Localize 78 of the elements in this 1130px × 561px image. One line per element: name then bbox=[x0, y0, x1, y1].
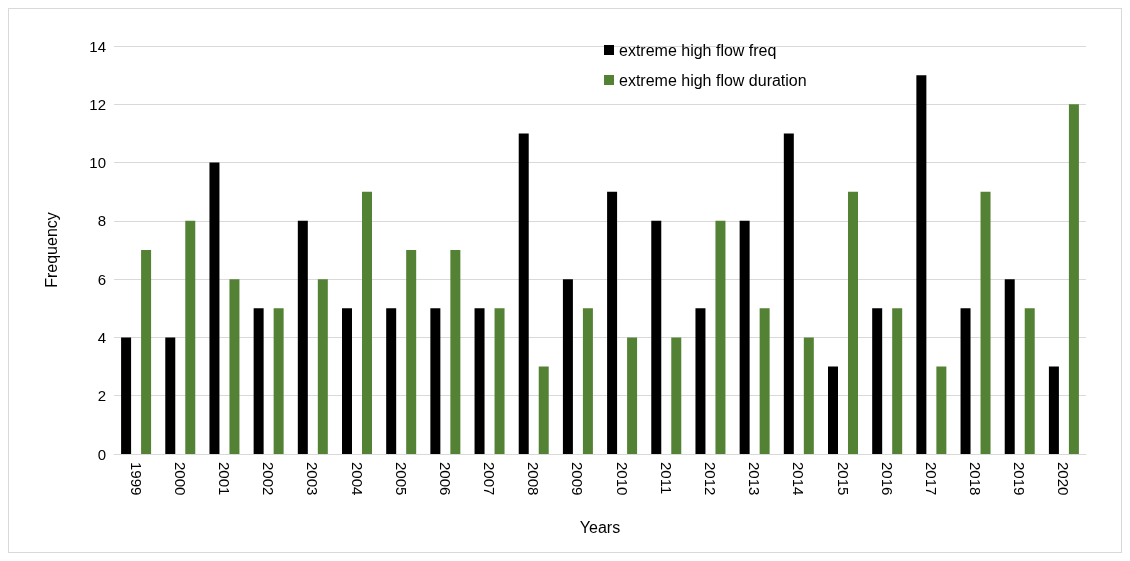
x-tick-label: 2018 bbox=[967, 462, 985, 496]
bar bbox=[342, 308, 352, 454]
bar bbox=[386, 308, 397, 454]
bar bbox=[1048, 366, 1059, 454]
bar bbox=[121, 337, 132, 454]
bar bbox=[759, 308, 770, 454]
y-tick-label: 0 bbox=[97, 445, 106, 463]
bar bbox=[960, 308, 971, 454]
bar bbox=[872, 308, 883, 454]
x-tick-label: 2020 bbox=[1055, 462, 1073, 496]
bar bbox=[715, 220, 726, 454]
bar bbox=[803, 337, 814, 454]
x-tick-label: 2005 bbox=[392, 462, 410, 496]
x-tick-label: 2009 bbox=[569, 462, 587, 496]
bar bbox=[1068, 104, 1079, 454]
bar bbox=[848, 191, 858, 454]
bar bbox=[474, 308, 485, 454]
x-tick-label: 2015 bbox=[834, 462, 852, 496]
x-tick-label: 2006 bbox=[436, 462, 454, 496]
x-tick-label: 2007 bbox=[481, 462, 499, 496]
y-tick-label: 14 bbox=[89, 37, 106, 55]
x-tick-label: 1999 bbox=[127, 462, 145, 496]
bar bbox=[538, 366, 549, 454]
bar bbox=[273, 308, 284, 454]
x-tick-label: 2013 bbox=[746, 462, 764, 496]
x-tick-label: 2019 bbox=[1011, 462, 1029, 496]
bar bbox=[406, 250, 417, 454]
bar bbox=[627, 337, 638, 454]
x-tick-label: 2010 bbox=[613, 462, 631, 496]
bar bbox=[165, 337, 176, 454]
y-tick-label: 10 bbox=[89, 154, 106, 172]
bar bbox=[582, 308, 593, 454]
y-tick-label: 2 bbox=[97, 387, 106, 405]
x-tick-label: 2000 bbox=[171, 462, 189, 496]
bar bbox=[739, 220, 750, 454]
bar bbox=[297, 220, 308, 454]
bar bbox=[671, 337, 682, 454]
x-tick-label: 2016 bbox=[878, 462, 896, 496]
y-tick-label: 8 bbox=[97, 212, 106, 230]
x-tick-label: 2017 bbox=[922, 462, 940, 496]
bar bbox=[518, 133, 529, 454]
bar bbox=[450, 250, 461, 454]
x-tick-label: 2014 bbox=[790, 462, 808, 496]
legend-label: extreme high flow freq bbox=[619, 41, 777, 59]
x-tick-label: 2008 bbox=[525, 462, 543, 496]
x-tick-label: 2001 bbox=[215, 462, 233, 496]
bar bbox=[229, 279, 240, 454]
x-tick-label: 2011 bbox=[657, 462, 675, 495]
x-axis-title: Years bbox=[579, 518, 621, 536]
bar bbox=[362, 191, 372, 454]
x-tick-label: 2003 bbox=[304, 462, 322, 496]
bar bbox=[1004, 279, 1015, 454]
bar bbox=[916, 75, 927, 454]
bar bbox=[936, 366, 947, 454]
bar bbox=[430, 308, 441, 454]
bar bbox=[783, 133, 794, 454]
y-tick-label: 12 bbox=[89, 95, 106, 113]
bar bbox=[607, 191, 618, 454]
bar bbox=[141, 250, 152, 454]
x-tick-label: 2004 bbox=[348, 462, 366, 496]
bar bbox=[695, 308, 706, 454]
x-tick-label: 2012 bbox=[701, 462, 719, 496]
bar bbox=[828, 366, 838, 454]
bar bbox=[562, 279, 573, 454]
bar bbox=[185, 220, 196, 454]
bar bbox=[317, 279, 328, 454]
bar bbox=[892, 308, 903, 454]
y-tick-label: 6 bbox=[97, 270, 106, 288]
bar bbox=[209, 162, 220, 454]
bar bbox=[1024, 308, 1035, 454]
bar bbox=[253, 308, 264, 454]
legend-label: extreme high flow duration bbox=[619, 71, 807, 89]
bar bbox=[980, 191, 991, 454]
x-tick-label: 2002 bbox=[260, 462, 278, 496]
bar bbox=[494, 308, 505, 454]
y-tick-label: 4 bbox=[97, 328, 106, 346]
bar bbox=[651, 220, 662, 454]
y-axis-title: Frequency bbox=[42, 212, 60, 288]
